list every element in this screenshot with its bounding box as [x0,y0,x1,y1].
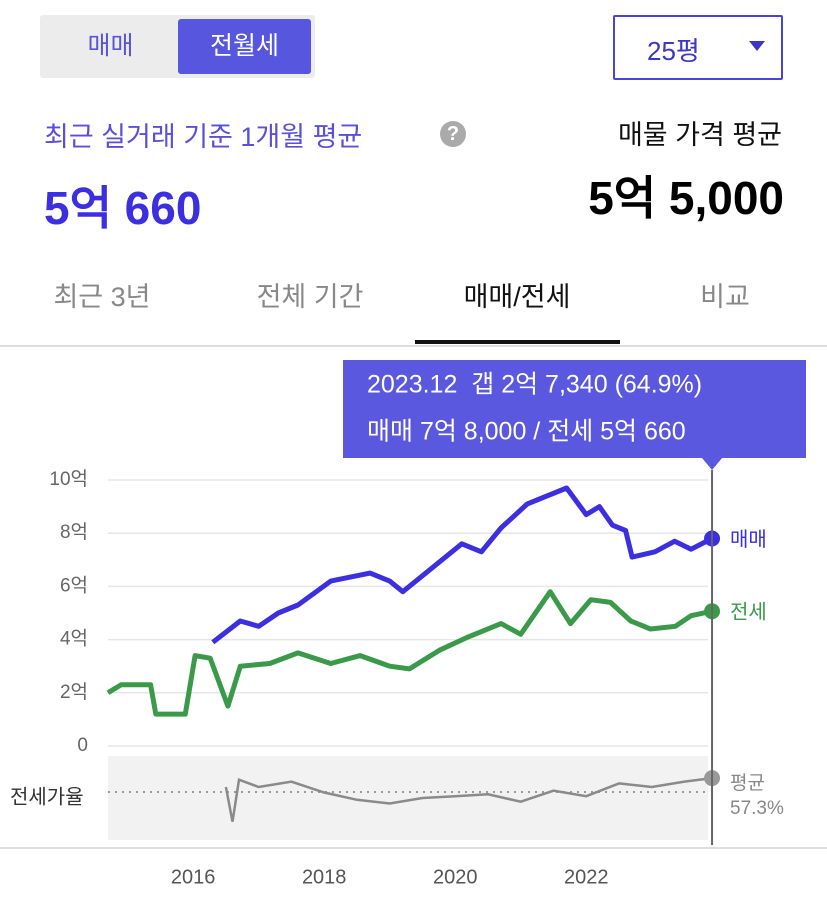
series-line [211,485,714,645]
y-tick-label: 4억 [60,628,88,650]
dropdown-arrow [749,41,765,51]
average-name: 평균 [730,772,765,794]
y-tick-label: 0 [77,735,88,756]
ratio-panel [108,756,708,840]
ratio-label: 전세가율 [10,785,84,808]
tooltip-box [343,360,806,458]
tab[interactable]: 최근 3년 [53,282,151,312]
divider [0,345,827,347]
series-line [106,589,713,717]
size-selector[interactable]: 25평 [613,15,783,80]
tooltip-pointer [702,458,723,470]
tab[interactable]: 비교 [700,282,750,312]
series-label: 전세 [730,601,767,624]
y-tick-label: 8억 [60,521,88,543]
series-label: 매매 [730,528,767,551]
listing-value: 5억 5,000 [588,172,784,224]
listing-label: 매물 가격 평균 [617,120,782,150]
tab[interactable]: 매매/전세 [463,282,571,312]
x-tick-label: 2016 [171,866,216,888]
tab[interactable]: 전체 기간 [256,282,364,312]
help-icon[interactable]: ? [440,121,466,147]
x-tick-label: 2022 [564,866,609,888]
recent-label: 최근 실거래 기준 1개월 평균 [44,122,363,152]
average-value: 57.3% [730,798,784,819]
tab-underline [415,340,620,344]
toggle-option[interactable]: 매매 [87,32,134,60]
recent-value: 5억 660 [44,182,202,234]
trade-toggle: 매매 전월세 [40,15,315,78]
x-tick-label: 2020 [433,866,478,888]
toggle-option[interactable]: 전월세 [178,19,311,74]
x-tick-label: 2018 [302,866,347,888]
y-tick-label: 10억 [49,468,88,490]
y-tick-label: 6억 [60,574,88,596]
y-tick-label: 2억 [60,681,88,703]
tooltip-text: 매매 7억 8,000 / 전세 5억 660 [367,418,686,446]
size-text: 25평 [647,36,700,66]
tooltip-text: 2023.12 갭 2억 7,340 (64.9%) [367,371,702,399]
ratio-line [224,776,713,822]
